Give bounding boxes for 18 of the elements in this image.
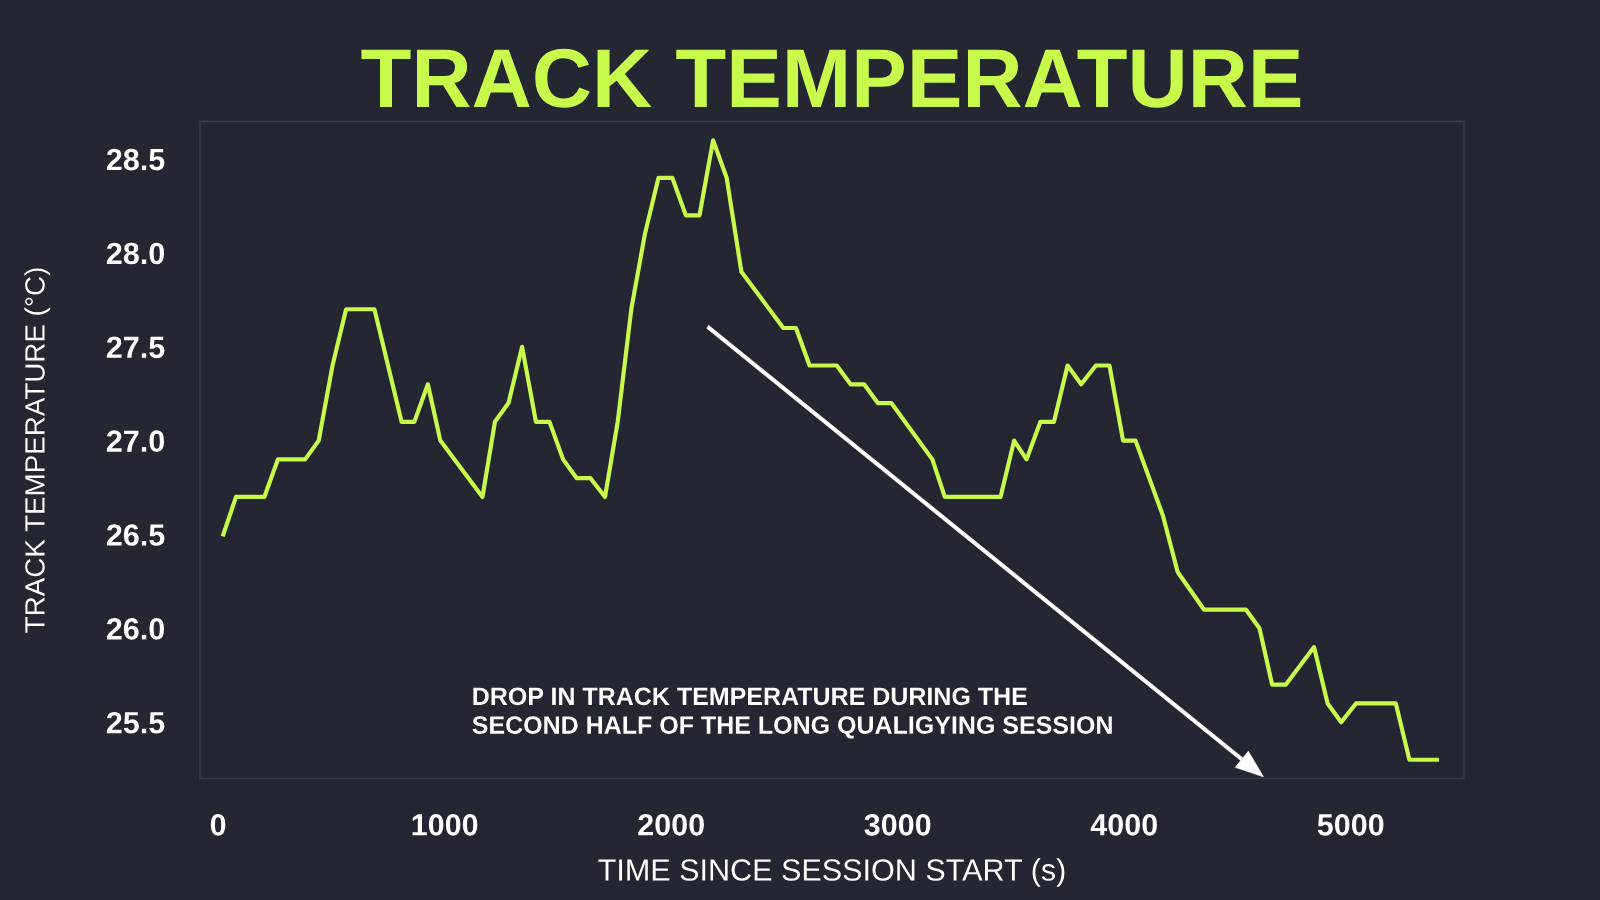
y-tick-label: 26.5 — [106, 524, 165, 546]
x-tick-label: 0 — [210, 814, 226, 836]
x-tick-label: 5000 — [1317, 814, 1384, 836]
annotation: DROP IN TRACK TEMPERATURE DURING THE SECOND HALF OF THE LONG QUALIGYING SESSION — [472, 687, 1112, 739]
y-tick-label: 28.0 — [106, 242, 165, 265]
x-tick-label: 4000 — [1090, 814, 1157, 836]
y-tick-label: 28.5 — [106, 148, 165, 171]
x-tick-label: 1000 — [412, 814, 478, 836]
y-tick-label: 25.5 — [106, 711, 165, 734]
x-axis-title: TIME SINCE SESSION START (s) — [598, 858, 1065, 887]
x-tick-label: 3000 — [864, 814, 931, 836]
y-axis-title: TRACK TEMPERATURE (°C) — [24, 268, 51, 633]
y-tick-label: 27.0 — [106, 430, 165, 452]
x-tick-label: 2000 — [638, 814, 704, 836]
y-tick-label: 27.5 — [106, 336, 165, 359]
line-series — [221, 138, 1439, 762]
y-tick-label: 26.0 — [106, 618, 165, 640]
chart-title: TRACK TEMPERATURE — [361, 48, 1301, 108]
